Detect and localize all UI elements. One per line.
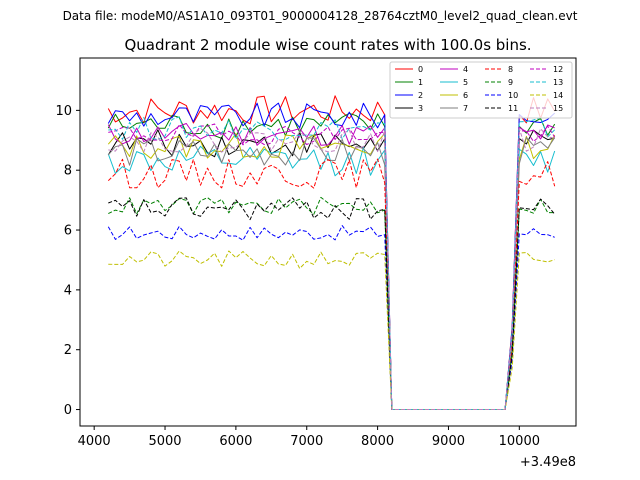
legend-label-11: 11 xyxy=(508,104,518,113)
series-line-12 xyxy=(108,123,556,410)
legend-label-4: 4 xyxy=(463,65,468,74)
legend-label-3: 3 xyxy=(418,104,423,113)
x-tick-label: 9000 xyxy=(432,434,465,449)
series-line-13 xyxy=(108,116,556,410)
legend-label-7: 7 xyxy=(463,104,468,113)
x-tick-label: 10000 xyxy=(499,434,540,449)
legend-label-8: 8 xyxy=(508,65,513,74)
legend-box xyxy=(389,61,573,119)
x-tick-label: 5000 xyxy=(148,434,181,449)
y-tick-label: 6 xyxy=(64,224,72,239)
legend-label-15: 15 xyxy=(553,104,563,113)
y-tick-label: 0 xyxy=(64,403,72,418)
y-tick-label: 8 xyxy=(64,164,72,179)
chart-title: Quadrant 2 module wise count rates with … xyxy=(124,36,531,54)
series-line-8 xyxy=(107,158,556,410)
plot-area xyxy=(107,95,556,410)
x-tick-label: 6000 xyxy=(219,434,252,449)
legend-label-0: 0 xyxy=(418,65,423,74)
legend-label-2: 2 xyxy=(418,91,423,100)
y-tick-label: 10 xyxy=(55,104,72,119)
y-tick-label: 2 xyxy=(64,343,72,358)
chart-suptitle: Data file: modeM0/AS1A10_093T01_90000041… xyxy=(63,9,578,23)
axis-ticks: 4000 5000 6000 7000 8000 9000 10000 0 2 4 6 8 10 xyxy=(55,104,540,449)
legend-label-13: 13 xyxy=(553,78,563,87)
x-offset-label: +3.49e8 xyxy=(520,455,576,470)
x-tick-label: 7000 xyxy=(290,434,323,449)
x-tick-label: 4000 xyxy=(78,434,111,449)
legend-label-9: 9 xyxy=(508,78,513,87)
legend-label-10: 10 xyxy=(508,91,518,100)
legend-label-6: 6 xyxy=(463,91,468,100)
y-tick-label: 4 xyxy=(64,283,72,298)
x-tick-label: 8000 xyxy=(361,434,394,449)
legend-label-14: 14 xyxy=(553,91,563,100)
legend-label-5: 5 xyxy=(463,78,468,87)
legend-label-12: 12 xyxy=(553,65,563,74)
series-line-15 xyxy=(108,127,555,410)
legend-label-1: 1 xyxy=(418,78,423,87)
axes-frame xyxy=(79,57,577,427)
